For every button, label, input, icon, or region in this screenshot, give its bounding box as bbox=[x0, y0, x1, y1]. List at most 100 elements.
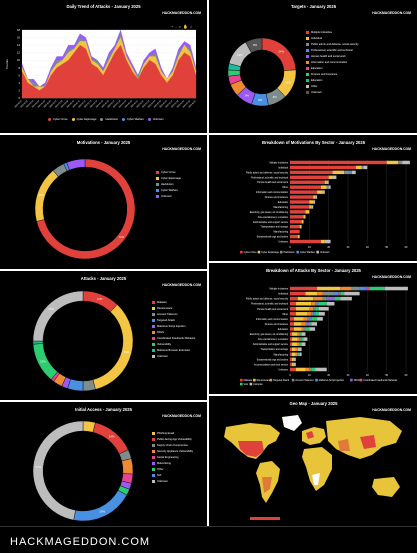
separator-v bbox=[207, 0, 209, 526]
legend-item[interactable]: Phishing Email bbox=[152, 431, 193, 436]
legend-item[interactable]: Education bbox=[306, 78, 359, 83]
legend-item[interactable]: Ransomware bbox=[152, 306, 196, 311]
legend-item[interactable]: Information and communication bbox=[306, 60, 359, 65]
legend-item[interactable]: Unknown bbox=[156, 194, 181, 199]
pie-slice bbox=[32, 420, 84, 521]
slice-label: 8% bbox=[258, 98, 263, 102]
bar-segment bbox=[291, 332, 298, 336]
bar-segment bbox=[340, 286, 352, 291]
legend-item[interactable]: Coordinated Inauthentic Behavior bbox=[152, 336, 196, 341]
pie-slice bbox=[32, 340, 44, 345]
panel-motivations: Motivations - January 2025 HACKMAGEDDON.… bbox=[0, 136, 207, 269]
legend-item[interactable]: Finance and insurance bbox=[306, 72, 359, 77]
legend-item[interactable]: Multiple Industries bbox=[306, 30, 359, 35]
category-label: Finance and insurance bbox=[265, 196, 289, 199]
map-australia[interactable] bbox=[372, 477, 400, 497]
legend-label: Other bbox=[157, 468, 164, 471]
map-africa[interactable] bbox=[302, 447, 332, 491]
footer-brand[interactable]: HACKMAGEDDON.COM bbox=[10, 536, 151, 548]
map-asia[interactable] bbox=[326, 417, 402, 459]
legend-item[interactable]: Hacktivism bbox=[100, 117, 118, 122]
legend-swatch bbox=[316, 250, 319, 254]
pan-icon[interactable]: ✋ bbox=[182, 24, 188, 29]
zoom-out-icon[interactable]: - bbox=[175, 24, 177, 29]
legend-item[interactable]: Unknown bbox=[306, 90, 359, 95]
bar-segment bbox=[291, 337, 298, 341]
map-greenland[interactable] bbox=[282, 415, 302, 431]
legend-swatch bbox=[152, 342, 155, 346]
bar-segment bbox=[334, 296, 341, 301]
legend-item[interactable]: DDoS bbox=[152, 330, 196, 335]
slice-label: 14% bbox=[109, 434, 115, 438]
legend-swatch bbox=[350, 378, 353, 382]
legend-swatch bbox=[240, 382, 243, 386]
map-south-america[interactable] bbox=[256, 461, 280, 503]
legend-item[interactable]: Unknown bbox=[147, 117, 164, 122]
brand-label: HACKMAGEDDON.COM bbox=[372, 11, 411, 15]
map-europe[interactable] bbox=[302, 427, 326, 445]
x-tick-label: 50 bbox=[385, 246, 388, 249]
bar-segment bbox=[317, 301, 319, 306]
legend-item[interactable]: Vulnerability bbox=[152, 342, 196, 347]
bar-segment bbox=[402, 160, 410, 165]
legend-item[interactable]: Account Takeover bbox=[152, 312, 196, 317]
category-label: Finance and insurance bbox=[265, 323, 289, 326]
category-label: Information and communication bbox=[256, 318, 289, 321]
separator-h2 bbox=[0, 269, 207, 271]
x-tick-label: 0 bbox=[289, 246, 291, 249]
bar-segment bbox=[313, 312, 316, 316]
x-tick-label: 2025-01-23 bbox=[142, 100, 150, 108]
legend-label: Unknown bbox=[161, 195, 172, 199]
legend-item[interactable]: Cyber Espionage bbox=[71, 117, 96, 122]
map-north-america[interactable] bbox=[224, 423, 280, 459]
x-tick-label: 2025-01-24 bbox=[148, 100, 156, 108]
legend-item[interactable]: Unknown bbox=[152, 354, 196, 359]
legend-label: DDoS bbox=[354, 380, 361, 382]
legend-item[interactable]: Other bbox=[152, 467, 193, 472]
legend-item[interactable]: Malvertising bbox=[152, 461, 193, 466]
x-tick-label: 2025-01-06 bbox=[43, 100, 51, 108]
y-tick-label: 12 bbox=[17, 51, 20, 55]
home-icon[interactable]: ⌂ bbox=[189, 24, 193, 29]
legend-item[interactable]: Security Appliance Vulnerability bbox=[152, 449, 193, 454]
legend-swatch bbox=[152, 479, 155, 483]
legend-item[interactable]: Unknown bbox=[152, 479, 193, 484]
bar-segment bbox=[313, 195, 316, 199]
legend-item[interactable]: Public admin and defense, social securit… bbox=[306, 42, 359, 47]
legend-item[interactable]: Targeted Attack bbox=[152, 318, 196, 323]
legend-item[interactable]: Public-facing App Vulnerability bbox=[152, 437, 193, 442]
legend-item[interactable]: Cyber Espionage bbox=[156, 176, 181, 181]
legend-item[interactable]: Education bbox=[306, 66, 359, 71]
legend-item[interactable]: Cyber Warfare bbox=[156, 188, 181, 193]
legend-label: Cyber Espionage bbox=[261, 251, 279, 254]
category-label: Human health and social work bbox=[257, 181, 289, 184]
legend-item[interactable]: Social Engineering bbox=[152, 455, 193, 460]
slice-label: 24% bbox=[278, 50, 284, 54]
legend-item[interactable]: Professional, scientific and technical bbox=[306, 48, 359, 53]
y-tick-label: 6 bbox=[19, 73, 21, 77]
zoom-in-icon[interactable]: + bbox=[171, 24, 174, 29]
legend-item[interactable]: Hacktivism bbox=[156, 182, 181, 187]
legend-item[interactable]: Cyber Crime bbox=[48, 117, 68, 122]
legend-item[interactable]: Cyber Crime bbox=[156, 170, 181, 175]
legend-item[interactable]: Malware bbox=[152, 300, 196, 305]
legend-swatch bbox=[315, 378, 318, 382]
brand-label: HACKMAGEDDON.COM bbox=[162, 11, 201, 15]
legend-item[interactable]: Other bbox=[306, 84, 359, 89]
legend-item[interactable]: N/A bbox=[152, 473, 193, 478]
legend-item[interactable]: Human health and social work bbox=[306, 54, 359, 59]
bar-segment bbox=[299, 342, 302, 346]
legend-item[interactable]: Malicious Script Injection bbox=[152, 324, 196, 329]
category-label: Professional, scientific and technical bbox=[251, 176, 288, 179]
legend-label: Supply Chain Compromise bbox=[157, 444, 188, 448]
attacks-donut: 12% 34% 13% 25% bbox=[32, 290, 134, 392]
legend-item[interactable]: Malicious Browser Extension bbox=[152, 348, 196, 353]
legend-item[interactable]: Individual bbox=[306, 36, 359, 41]
zoom-select-icon[interactable]: ⌕ bbox=[178, 24, 181, 29]
legend-item[interactable]: Cyber Warfare bbox=[122, 117, 144, 122]
legend-item[interactable]: Supply Chain Compromise bbox=[152, 443, 193, 448]
bar-segment bbox=[303, 317, 308, 321]
legend-swatch bbox=[152, 337, 155, 340]
x-tick-label: 0 bbox=[289, 374, 291, 377]
legend-swatch bbox=[152, 444, 155, 448]
